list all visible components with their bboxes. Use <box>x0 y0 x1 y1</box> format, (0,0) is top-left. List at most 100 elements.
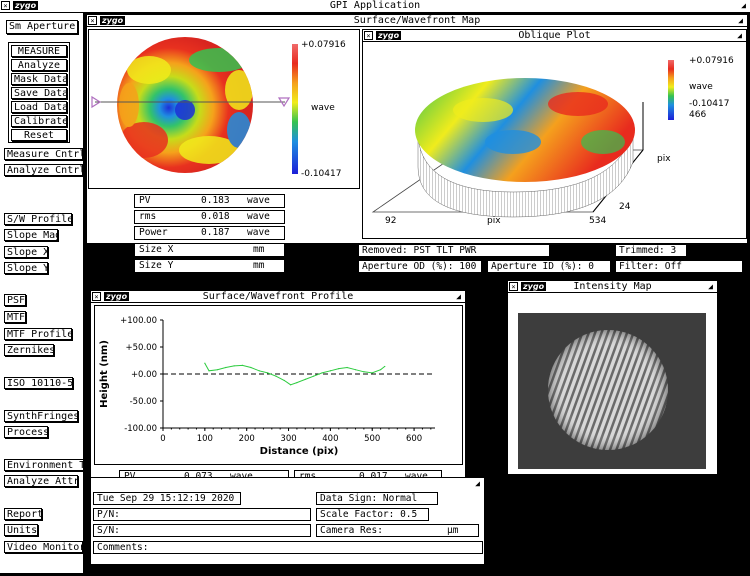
profile-point <box>296 382 298 384</box>
save-data-button[interactable]: Save Data <box>11 87 67 99</box>
process-button[interactable]: Process <box>4 426 48 438</box>
resize-icon[interactable]: ◢ <box>708 282 713 291</box>
mask-data-button[interactable]: Mask Data <box>11 73 67 85</box>
oblique-plot-window: × zygo Oblique Plot ◢ <box>362 29 747 239</box>
surface-map-title: Surface/Wavefront Map <box>353 15 481 26</box>
profile-point <box>329 370 331 372</box>
analyze-cntrl-button[interactable]: Analyze Cntrl <box>4 164 83 176</box>
profile-point <box>363 371 365 373</box>
measure-button[interactable]: MEASURE <box>11 45 67 57</box>
analyze-attr-button[interactable]: Analyze Attr <box>4 475 78 487</box>
surface-scale-unit: wave <box>311 103 335 113</box>
measure-cntrl-button[interactable]: Measure Cntrl <box>4 148 83 160</box>
profile-title: Surface/Wavefront Profile <box>202 291 354 302</box>
profile-series-line <box>204 362 386 386</box>
psf-button[interactable]: PSF <box>4 294 26 306</box>
oblique-x-label: pix <box>487 216 501 226</box>
oblique-titlebar: × zygo Oblique Plot ◢ <box>363 30 746 42</box>
oblique-scale-min: -0.10417 <box>689 99 730 109</box>
y-tick-label: -50.00 <box>130 397 157 407</box>
iso-button[interactable]: ISO 10110-5 <box>4 377 73 389</box>
scale-factor-field: Scale Factor: 0.5 <box>316 508 429 521</box>
oblique-scale-unit: wave <box>689 82 713 92</box>
profile-point <box>258 370 260 372</box>
mtf-button[interactable]: MTF <box>4 311 26 323</box>
sw-profile-button[interactable]: S/W Profile <box>4 213 72 225</box>
surface-scale-min: -0.10417 <box>301 169 342 179</box>
profile-point <box>371 372 373 374</box>
load-data-button[interactable]: Load Data <box>11 101 67 113</box>
oblique-x-left: 92 <box>385 216 397 226</box>
synth-fringes-button[interactable]: SynthFringes <box>4 410 78 422</box>
profile-point <box>225 366 227 369</box>
y-tick-label: +0.00 <box>131 370 157 380</box>
close-icon[interactable]: × <box>509 282 518 291</box>
aperture-od-field: Aperture OD (%): 100 <box>358 260 482 273</box>
units-button[interactable]: Units <box>4 524 38 536</box>
camera-res-field: Camera Res: µm <box>316 524 479 537</box>
calibrate-button[interactable]: Calibrate <box>11 115 67 127</box>
oblique-x-right: 534 <box>589 216 607 226</box>
aperture-button[interactable]: Sm Aperture <box>6 20 78 34</box>
intensity-map <box>518 313 706 469</box>
profile-point <box>204 362 206 364</box>
x-tick-label: 200 <box>239 434 255 444</box>
profile-point <box>313 375 315 377</box>
x-axis-label: Distance (pix) <box>260 446 339 457</box>
measure-group <box>8 42 70 143</box>
app-title: GPI Application <box>329 0 421 11</box>
resize-icon[interactable]: ◢ <box>738 16 743 25</box>
profile-chart-frame: +100.00 +50.00 +0.00 -50.00 -100.00 0 100 200 30… <box>94 305 463 465</box>
analyze-button[interactable]: Analyze <box>11 59 67 71</box>
profile-point <box>233 365 235 367</box>
report-button[interactable]: Report <box>4 508 42 520</box>
profile-point <box>304 378 306 380</box>
mtf-profile-button[interactable]: MTF Profile <box>4 328 72 340</box>
reset-button[interactable]: Reset <box>11 129 67 141</box>
aperture-id-field: Aperture ID (%): 0 <box>487 260 611 273</box>
pv-field: PV 0.183 wave <box>134 194 285 208</box>
close-icon[interactable]: × <box>364 31 373 40</box>
oblique-y-top: 466 <box>689 110 707 120</box>
trimmed-field: Trimmed: 3 <box>615 244 687 257</box>
close-icon[interactable]: × <box>1 1 10 10</box>
environment-button[interactable]: Environment Te <box>4 459 84 471</box>
profile-point <box>241 364 244 366</box>
zygo-logo: zygo <box>100 16 126 25</box>
oblique-colorbar <box>668 60 674 120</box>
slope-mag-button[interactable]: Slope Mag <box>4 229 58 241</box>
power-field: Power 0.187 wave <box>134 226 285 240</box>
profile-start-triangle[interactable] <box>91 95 102 109</box>
oblique-plot <box>371 60 674 218</box>
resize-icon[interactable]: ◢ <box>456 292 461 301</box>
slope-x-button[interactable]: Slope X <box>4 246 48 258</box>
video-monitor-button[interactable]: Video Monitor <box>4 541 83 553</box>
profile-point <box>216 369 218 371</box>
resize-icon[interactable]: ◢ <box>475 479 480 488</box>
oblique-y-bottom: 24 <box>619 202 631 212</box>
comments-field[interactable]: Comments: <box>93 541 483 554</box>
profile-chart: +100.00 +50.00 +0.00 -50.00 -100.000 100 200 30… <box>99 316 435 457</box>
profile-point <box>380 369 382 371</box>
surface-colorbar <box>292 44 298 174</box>
close-icon[interactable]: × <box>88 16 97 25</box>
x-tick-label: 400 <box>322 434 338 444</box>
app-titlebar: × zygo GPI Application ◢ <box>0 0 750 13</box>
zernikes-button[interactable]: Zernikes <box>4 344 54 356</box>
x-tick-label: 300 <box>280 434 296 444</box>
oblique-wall <box>417 133 634 218</box>
zygo-logo: zygo <box>521 282 547 291</box>
surface-map-panel: +0.07916 wave -0.10417 <box>88 29 360 189</box>
slope-y-button[interactable]: Slope Y <box>4 262 48 274</box>
y-tick-label: -100.00 <box>124 424 157 434</box>
close-icon[interactable]: × <box>92 292 101 301</box>
resize-icon[interactable]: ◢ <box>741 1 746 10</box>
zygo-logo: zygo <box>376 31 402 40</box>
resize-icon[interactable]: ◢ <box>737 31 742 40</box>
surface-map-plot <box>91 37 298 174</box>
y-tick-label: +50.00 <box>126 343 157 353</box>
profile-end-triangle[interactable] <box>277 97 291 108</box>
profile-point <box>267 372 269 374</box>
